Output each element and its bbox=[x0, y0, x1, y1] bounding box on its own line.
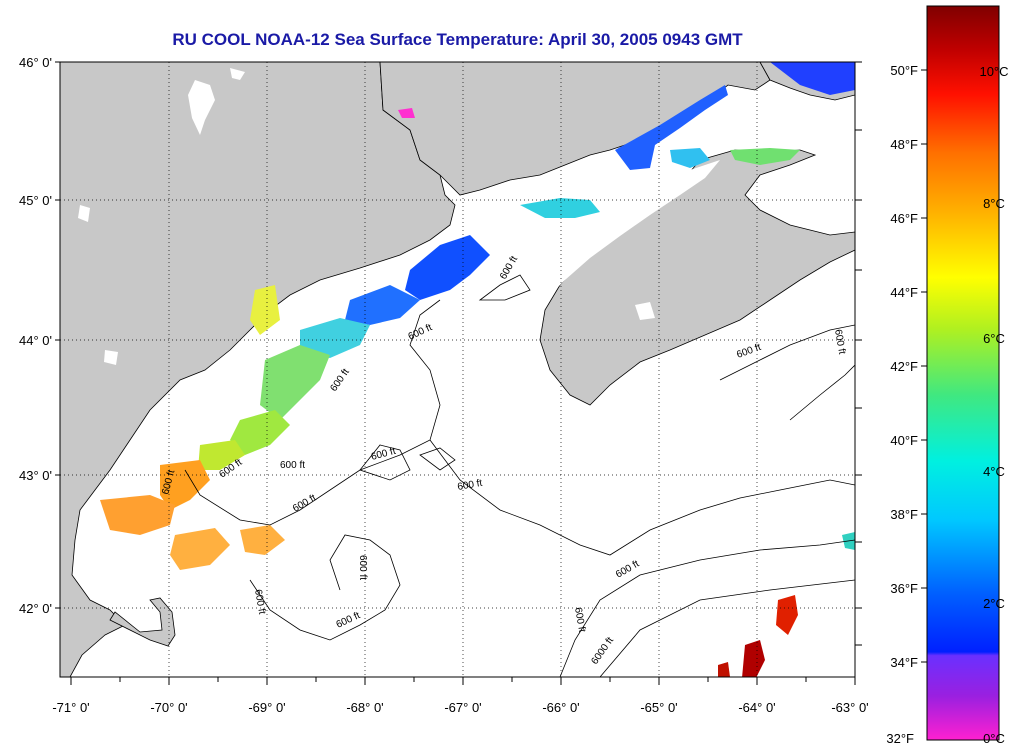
colorbar-label-c: 4°C bbox=[983, 464, 1005, 479]
inland-lake bbox=[188, 80, 215, 135]
contour-line bbox=[184, 299, 441, 526]
sst-patch-blue bbox=[770, 62, 855, 95]
sst-patch-red bbox=[776, 595, 798, 635]
contour-line bbox=[359, 444, 411, 481]
lat-label: 46° 0' bbox=[19, 55, 52, 70]
inland-lake bbox=[78, 205, 90, 222]
sst-patch-red bbox=[718, 662, 730, 677]
sst-patches bbox=[100, 62, 855, 677]
contour-label: 600 ft bbox=[280, 460, 305, 471]
sst-patch-cyan bbox=[670, 148, 710, 168]
contour-label: 600 ft bbox=[252, 589, 267, 616]
colorbar-label-f: 48°F bbox=[890, 137, 918, 152]
colorbar-label-c: 6°C bbox=[983, 331, 1005, 346]
contour-line bbox=[249, 534, 401, 641]
sst-patch-cyan bbox=[300, 318, 370, 358]
sst-patch-green bbox=[730, 148, 800, 165]
lon-label: -67° 0' bbox=[444, 700, 481, 715]
colorbar-label-c: 8°C bbox=[983, 196, 1005, 211]
colorbar-label-f: 44°F bbox=[890, 285, 918, 300]
colorbar-label-f: 34°F bbox=[890, 655, 918, 670]
lat-label: 43° 0' bbox=[19, 468, 52, 483]
sst-patch-orange bbox=[170, 528, 230, 570]
colorbar-label-f: 46°F bbox=[890, 211, 918, 226]
lon-label: -71° 0' bbox=[52, 700, 89, 715]
map-frame bbox=[59, 61, 856, 678]
sst-patch-orange bbox=[100, 495, 175, 535]
contour-label: 600 ft bbox=[357, 555, 368, 580]
bay-of-fundy bbox=[530, 160, 720, 310]
colorbar-label-f: 42°F bbox=[890, 359, 918, 374]
contour-label: 600 ft bbox=[572, 607, 587, 634]
contour-label: 600 ft bbox=[832, 329, 847, 356]
contour-line bbox=[419, 447, 456, 471]
sst-patch-lime bbox=[198, 440, 245, 470]
sst-patch-blue bbox=[405, 235, 490, 300]
colorbar-label-f: 36°F bbox=[890, 581, 918, 596]
sst-patch-blue bbox=[615, 85, 728, 170]
contour-line bbox=[599, 579, 855, 677]
inland-lake bbox=[230, 68, 245, 80]
sst-patch-darkred bbox=[742, 640, 765, 677]
lon-label: -69° 0' bbox=[248, 700, 285, 715]
tick-marks bbox=[55, 61, 862, 685]
lon-label: -63° 0' bbox=[831, 700, 868, 715]
colorbar-label-c: 0°C bbox=[983, 731, 1005, 746]
colorbar bbox=[926, 5, 1000, 741]
lon-label: -65° 0' bbox=[640, 700, 677, 715]
colorbar-ticks bbox=[921, 69, 927, 663]
colorbar-label-f: 38°F bbox=[890, 507, 918, 522]
contour-line bbox=[789, 364, 855, 421]
contour-label: 600 ft bbox=[457, 478, 484, 493]
inland-lake bbox=[104, 350, 118, 365]
inland-lake bbox=[635, 302, 655, 320]
sst-patch-orange bbox=[160, 460, 210, 510]
lon-label: -70° 0' bbox=[150, 700, 187, 715]
depth-contours bbox=[184, 274, 855, 677]
lat-label: 44° 0' bbox=[19, 333, 52, 348]
graticule bbox=[60, 62, 855, 677]
sst-patch-orange bbox=[240, 525, 285, 555]
lon-label: -68° 0' bbox=[346, 700, 383, 715]
contour-line bbox=[478, 274, 531, 301]
colorbar-label-f: 50°F bbox=[890, 63, 918, 78]
lat-label: 42° 0' bbox=[19, 601, 52, 616]
contour-line bbox=[429, 439, 855, 556]
contour-line bbox=[719, 324, 855, 381]
sst-patch-blue bbox=[345, 285, 420, 325]
sst-patch-cyan bbox=[520, 198, 600, 218]
colorbar-label-c: 2°C bbox=[983, 596, 1005, 611]
lat-label: 45° 0' bbox=[19, 193, 52, 208]
lon-label: -66° 0' bbox=[542, 700, 579, 715]
colorbar-label-f: 32°F bbox=[886, 731, 914, 746]
lon-label: -64° 0' bbox=[738, 700, 775, 715]
contour-line bbox=[559, 539, 855, 677]
sst-patch-yellow bbox=[250, 285, 280, 335]
land-cape-cod bbox=[109, 597, 176, 647]
land-new-brunswick bbox=[379, 62, 771, 196]
map-title: RU COOL NOAA-12 Sea Surface Temperature:… bbox=[172, 30, 743, 49]
sst-patch-magenta bbox=[398, 108, 415, 118]
colorbar-label-f: 40°F bbox=[890, 433, 918, 448]
colorbar-label-c: 10°C bbox=[979, 64, 1008, 79]
sst-patch-lime bbox=[230, 410, 290, 455]
sst-patch-green bbox=[260, 345, 330, 420]
